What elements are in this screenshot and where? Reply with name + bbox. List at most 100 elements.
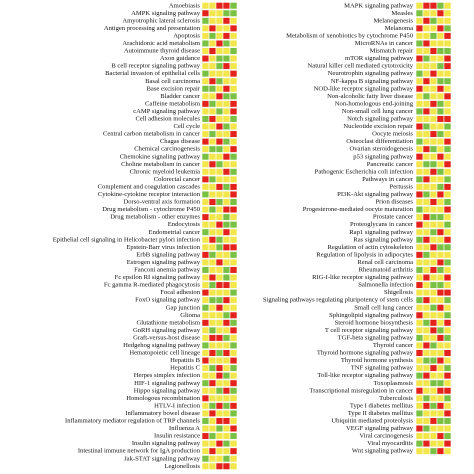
cell xyxy=(201,356,210,365)
cell xyxy=(208,198,217,206)
pathway-label: Toxoplasmosis xyxy=(374,380,414,387)
cell xyxy=(215,372,224,380)
cell xyxy=(436,85,445,93)
pathway-label: Pancreatic cancer xyxy=(367,161,414,168)
cell xyxy=(229,107,238,115)
cell xyxy=(229,24,238,32)
cell xyxy=(208,205,217,214)
cell xyxy=(208,409,217,418)
cell xyxy=(222,153,231,161)
cell xyxy=(415,439,424,448)
cell xyxy=(215,296,224,304)
pathway-label: Inflammatory bowel disease xyxy=(125,410,200,417)
cell xyxy=(229,221,238,229)
cell xyxy=(229,334,238,342)
pathway-label: Base excision repair xyxy=(147,85,201,92)
cell xyxy=(215,455,224,463)
cell xyxy=(229,243,238,251)
cell xyxy=(429,198,438,206)
cell xyxy=(429,311,438,319)
cell xyxy=(429,372,438,380)
cell xyxy=(222,175,231,183)
pathway-label: Metabolism of xenobiotics by cytochrome … xyxy=(286,32,414,39)
cell xyxy=(229,402,238,410)
cell xyxy=(201,409,210,418)
cell xyxy=(208,168,217,176)
cell xyxy=(429,70,438,78)
cell xyxy=(443,168,452,176)
cell xyxy=(443,251,452,259)
cell xyxy=(429,213,438,221)
cell xyxy=(415,62,424,70)
cell xyxy=(201,47,210,55)
cell xyxy=(222,432,231,440)
cell xyxy=(208,243,217,251)
pathway-label: Notch signaling pathway xyxy=(347,116,414,123)
cell xyxy=(201,349,210,357)
cell xyxy=(215,70,224,78)
cell xyxy=(215,258,224,267)
cell xyxy=(208,145,217,153)
cell xyxy=(422,115,431,123)
cell xyxy=(429,221,438,229)
cell xyxy=(422,85,431,93)
cell xyxy=(436,130,445,138)
pathway-label: Ubiquitin mediated proteolysis xyxy=(331,418,413,425)
pathway-label: MicroRNAs in cancer xyxy=(355,40,414,47)
cell xyxy=(201,183,210,191)
cell xyxy=(229,372,238,380)
cell xyxy=(415,183,424,191)
cell xyxy=(436,304,445,312)
cell xyxy=(436,356,445,365)
cell xyxy=(208,24,217,32)
cell xyxy=(415,85,424,93)
cell xyxy=(429,281,438,289)
cell xyxy=(422,364,431,372)
cell xyxy=(422,183,431,191)
cell xyxy=(229,236,238,244)
cell xyxy=(422,228,431,236)
cell xyxy=(436,62,445,70)
cell xyxy=(222,160,231,168)
cell xyxy=(436,364,445,372)
cell xyxy=(443,372,452,380)
cell xyxy=(415,341,424,350)
cell xyxy=(415,311,424,319)
cell xyxy=(229,17,238,25)
cell xyxy=(222,122,231,131)
cell xyxy=(422,198,431,206)
cell xyxy=(215,319,224,327)
cell xyxy=(222,190,231,199)
cell xyxy=(208,394,217,402)
pathway-label: Hepatitis C xyxy=(170,365,200,372)
cell xyxy=(222,221,231,229)
cell xyxy=(229,130,238,138)
cell xyxy=(436,205,445,214)
cell xyxy=(229,439,238,448)
cell xyxy=(415,387,424,395)
cell xyxy=(422,54,431,63)
cell xyxy=(222,32,231,40)
cell xyxy=(443,32,452,40)
cell xyxy=(222,394,231,402)
cell xyxy=(443,85,452,93)
cell xyxy=(201,160,210,168)
cell xyxy=(415,213,424,221)
cell xyxy=(443,107,452,115)
cell xyxy=(215,54,224,63)
cell xyxy=(208,100,217,108)
cell xyxy=(429,145,438,153)
pathway-label: Thyroid hormone synthesis xyxy=(341,357,414,364)
cell xyxy=(415,258,424,267)
cell xyxy=(436,122,445,131)
cell xyxy=(415,326,424,334)
cell xyxy=(443,334,452,342)
cell xyxy=(201,168,210,176)
cell xyxy=(415,228,424,236)
cell xyxy=(415,54,424,63)
cell xyxy=(215,213,224,221)
cell xyxy=(422,417,431,425)
cell xyxy=(429,288,438,297)
cell xyxy=(208,424,217,433)
cell xyxy=(215,9,224,17)
